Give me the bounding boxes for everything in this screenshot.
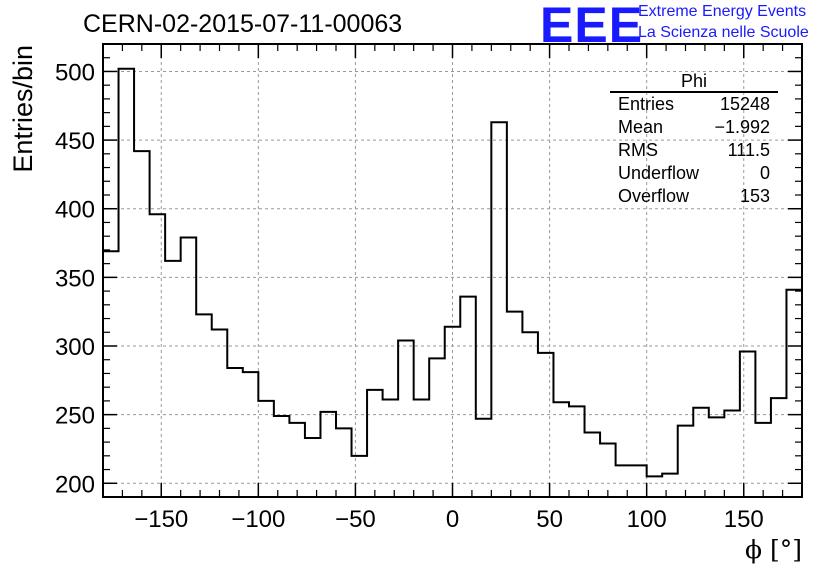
- logo-caption-line1: Extreme Energy Events: [638, 3, 807, 20]
- histogram-bin: [771, 398, 787, 497]
- stats-value: 111.5: [727, 140, 770, 160]
- histogram-bin: [150, 214, 166, 497]
- histogram-outline: [103, 67, 802, 478]
- histogram-bin: [103, 251, 119, 497]
- histogram-bin: [553, 402, 569, 497]
- y-axis-label: Entries/bin: [8, 45, 38, 173]
- y-tick-label: 450: [55, 128, 95, 155]
- histogram-bin: [181, 238, 197, 497]
- stats-row-mean: Mean −1.992: [610, 116, 778, 139]
- histogram-bin: [398, 341, 414, 497]
- histogram-bin: [383, 400, 399, 497]
- x-tick-label: −150: [134, 506, 188, 533]
- x-axis-label: ϕ [°]: [745, 535, 802, 564]
- stats-label: Underflow: [618, 163, 700, 183]
- logo-caption-line2: La Scienza nelle Scuole: [638, 24, 809, 41]
- histogram-bin: [119, 69, 135, 497]
- x-tick-label: −50: [335, 506, 376, 533]
- histogram-bin: [429, 358, 445, 497]
- x-tick-label: 150: [724, 506, 764, 533]
- histogram-bin: [445, 327, 461, 497]
- stats-row-underflow: Underflow 0: [610, 162, 778, 185]
- histogram-bin: [320, 412, 336, 497]
- x-tick-label: −100: [231, 506, 285, 533]
- stats-box: Phi Entries 15248 Mean −1.992 RMS 111.5 …: [610, 72, 778, 208]
- histogram-bin: [336, 428, 352, 497]
- stats-label: Entries: [618, 94, 675, 114]
- y-tick-label: 500: [55, 59, 95, 86]
- histogram-bin: [274, 416, 290, 497]
- histogram-bin: [507, 312, 523, 497]
- histogram-bin: [196, 314, 212, 497]
- histogram-bin: [460, 297, 476, 497]
- histogram-bin: [367, 390, 383, 497]
- histogram-bin: [600, 443, 616, 497]
- histogram-bin: [786, 290, 802, 497]
- histogram-bin: [678, 426, 694, 497]
- histogram-bin: [538, 353, 554, 497]
- x-tick-label: 0: [446, 506, 459, 533]
- histogram-bin: [724, 411, 740, 497]
- histogram-bin: [709, 417, 725, 497]
- x-tick-label: 100: [627, 506, 667, 533]
- histogram-bin: [647, 476, 663, 497]
- histogram-bin: [212, 330, 228, 497]
- histogram-bin: [165, 261, 181, 497]
- histogram-bin: [662, 474, 678, 497]
- histogram-bin: [491, 122, 507, 497]
- stats-value: 0: [759, 163, 770, 183]
- histogram-bin: [569, 406, 585, 497]
- histogram-bin: [693, 408, 709, 497]
- histogram-bin: [134, 151, 150, 497]
- histogram-bin: [585, 432, 601, 497]
- stats-value: −1.992: [714, 117, 770, 137]
- stats-label: Overflow: [618, 186, 690, 206]
- stats-label: Mean: [618, 117, 664, 137]
- stats-label: RMS: [618, 140, 658, 160]
- y-tick-label: 350: [55, 265, 95, 292]
- histogram-bin: [258, 401, 274, 497]
- stats-divider: [610, 91, 778, 93]
- stats-value: 153: [739, 186, 770, 206]
- histogram-bin: [352, 456, 368, 497]
- stats-row-overflow: Overflow 153: [610, 185, 778, 208]
- axis-ticks: −150 −100 −50 0 50 100 150 200 250 300 350 400 450 50…: [55, 44, 802, 533]
- y-tick-label: 400: [55, 197, 95, 224]
- histogram-bin: [305, 438, 321, 497]
- histogram-series: [103, 67, 802, 497]
- y-tick-label: 300: [55, 334, 95, 361]
- y-tick-label: 250: [55, 403, 95, 430]
- stats-row-entries: Entries 15248: [610, 93, 778, 116]
- y-tick-label: 200: [55, 471, 95, 498]
- stats-value: 15248: [719, 94, 770, 114]
- histogram-bin: [476, 419, 492, 497]
- histogram-bin: [740, 351, 756, 497]
- histogram-bin: [243, 372, 259, 497]
- stats-title: Phi: [680, 71, 707, 91]
- histogram-bin: [289, 423, 305, 497]
- histogram-bin: [227, 368, 243, 497]
- histogram-bin: [414, 400, 430, 497]
- stats-row-rms: RMS 111.5: [610, 139, 778, 162]
- histogram-bin: [616, 465, 632, 497]
- histogram-bin: [631, 465, 647, 497]
- histogram-bin: [522, 332, 538, 497]
- histogram-bin: [755, 423, 771, 497]
- x-tick-label: 50: [536, 506, 563, 533]
- eee-logo: EEE: [540, 0, 644, 53]
- run-title: CERN-02-2015-07-11-00063: [83, 10, 403, 38]
